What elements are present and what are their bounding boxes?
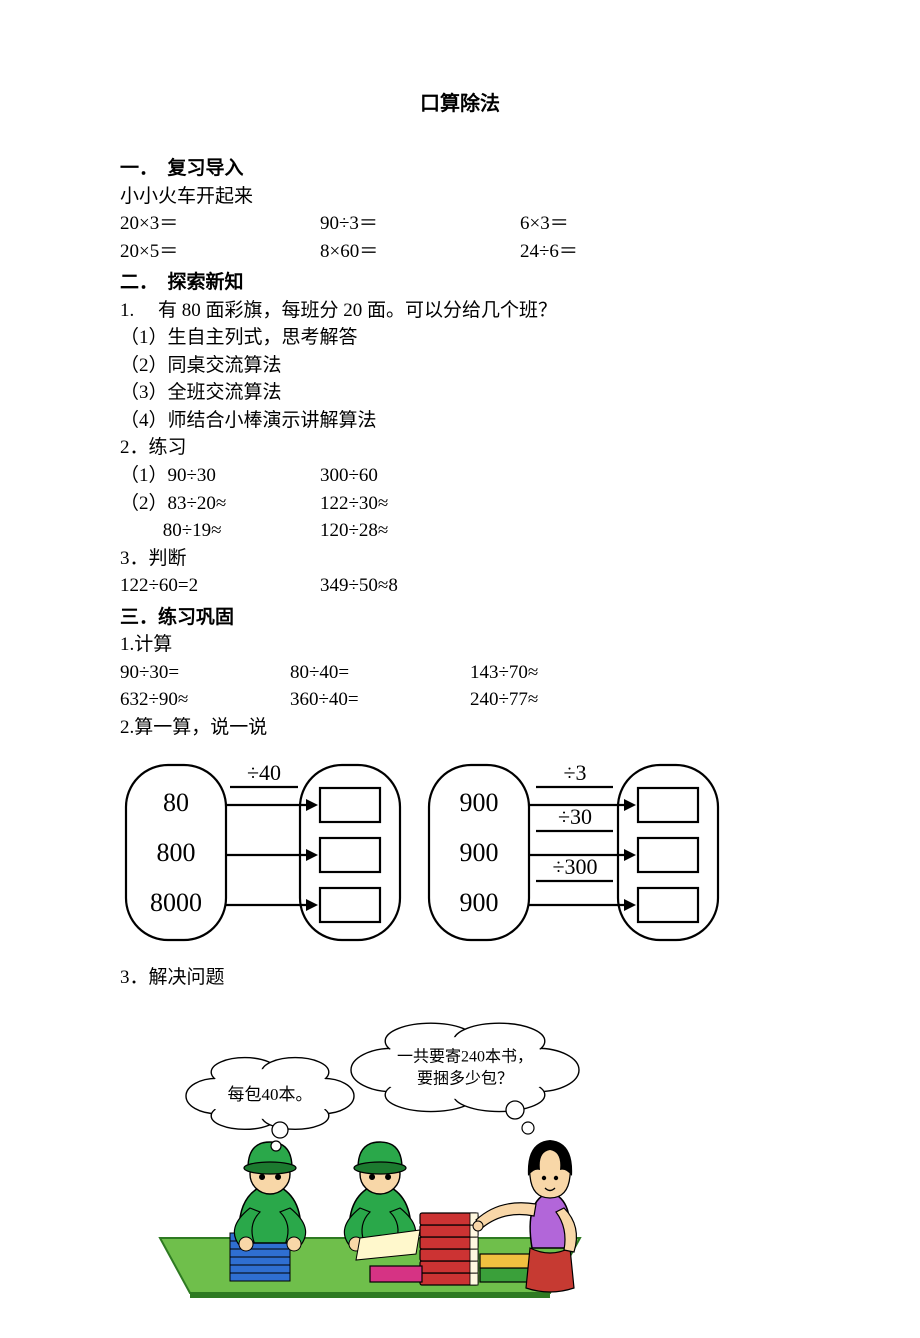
svg-text:900: 900 xyxy=(460,788,499,817)
diagram-b: 900 900 900 ÷3 ÷30 ÷300 xyxy=(423,755,723,950)
sec1-heading: 一． 复习导入 xyxy=(120,155,800,183)
problem-illustration: 每包40本。 一共要寄240本书， 要捆多少包？ xyxy=(120,998,620,1298)
svg-text:每包40本。: 每包40本。 xyxy=(228,1085,313,1104)
sec1-row1-b: 90÷3＝ xyxy=(320,210,520,238)
sec2-heading: 二． 探索新知 xyxy=(120,269,800,297)
svg-text:÷300: ÷300 xyxy=(552,855,597,880)
svg-text:÷30: ÷30 xyxy=(558,805,592,830)
sec2-p2a: （2）83÷20≈ xyxy=(120,490,320,518)
diagram-a: 80 800 8000 ÷40 xyxy=(120,755,405,950)
sec3-r1a: 90÷30= xyxy=(120,659,290,687)
sec2-p3a: 80÷19≈ xyxy=(120,517,320,545)
sec2-q1d: （4）师结合小棒演示讲解算法 xyxy=(120,407,800,435)
sec1-row1-c: 6×3＝ xyxy=(520,210,720,238)
sec1-row2-b: 8×60＝ xyxy=(320,238,520,266)
page-title: 口算除法 xyxy=(120,90,800,119)
sec3-q3: 3．解决问题 xyxy=(120,964,800,992)
diagram-row: 80 800 8000 ÷40 900 900 900 ÷3 ÷30 ÷300 xyxy=(120,755,800,950)
svg-text:÷3: ÷3 xyxy=(563,761,586,786)
sec3-r2b: 360÷40= xyxy=(290,686,470,714)
sec2-q1a: （1）生自主列式，思考解答 xyxy=(120,324,800,352)
sec3-q2: 2.算一算，说一说 xyxy=(120,714,800,742)
sec3-r2c: 240÷77≈ xyxy=(470,686,670,714)
svg-text:900: 900 xyxy=(460,888,499,917)
sec1-row1-a: 20×3＝ xyxy=(120,210,320,238)
sec1-sub: 小小火车开起来 xyxy=(120,183,800,211)
sec3-r1b: 80÷40= xyxy=(290,659,470,687)
svg-text:要捆多少包？: 要捆多少包？ xyxy=(417,1070,513,1088)
svg-text:÷40: ÷40 xyxy=(247,761,281,786)
sec2-q3: 3．判断 xyxy=(120,545,800,573)
sec2-q1: 1. 有 80 面彩旗，每班分 20 面。可以分给几个班？ xyxy=(120,297,800,325)
svg-text:800: 800 xyxy=(157,838,196,867)
sec2-p1a: （1）90÷30 xyxy=(120,462,320,490)
svg-text:一共要寄240本书，: 一共要寄240本书， xyxy=(397,1048,533,1066)
sec2-q1c: （3）全班交流算法 xyxy=(120,379,800,407)
sec2-q1b: （2）同桌交流算法 xyxy=(120,352,800,380)
svg-text:80: 80 xyxy=(163,788,189,817)
svg-text:8000: 8000 xyxy=(150,888,202,917)
sec3-q1: 1.计算 xyxy=(120,631,800,659)
sec1-row2-c: 24÷6＝ xyxy=(520,238,720,266)
sec2-p2b: 122÷30≈ xyxy=(320,490,520,518)
sec3-heading: 三．练习巩固 xyxy=(120,604,800,632)
sec3-r2a: 632÷90≈ xyxy=(120,686,290,714)
sec2-q2: 2．练习 xyxy=(120,434,800,462)
sec1-row2-a: 20×5＝ xyxy=(120,238,320,266)
sec3-r1c: 143÷70≈ xyxy=(470,659,670,687)
sec2-j1: 122÷60=2 xyxy=(120,572,320,600)
sec2-p3b: 120÷28≈ xyxy=(320,517,520,545)
svg-text:900: 900 xyxy=(460,838,499,867)
sec2-j2: 349÷50≈8 xyxy=(320,572,520,600)
sec2-p1b: 300÷60 xyxy=(320,462,520,490)
